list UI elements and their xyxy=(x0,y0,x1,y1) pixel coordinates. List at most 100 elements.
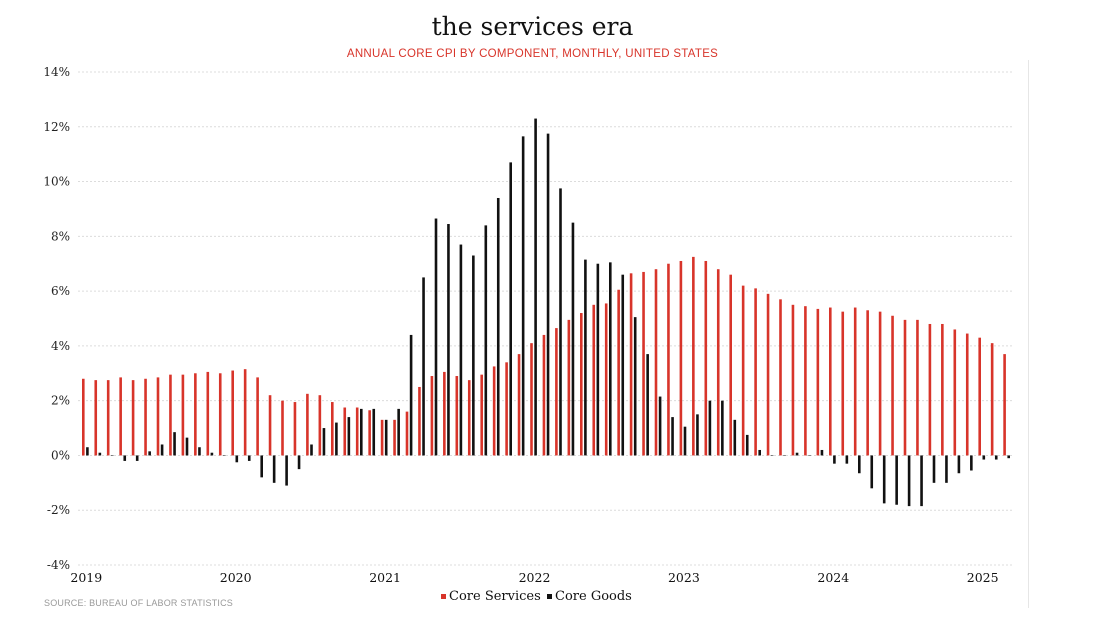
core-goods-bar xyxy=(372,408,376,456)
core-goods-bar xyxy=(683,426,687,456)
core-services-bar xyxy=(953,329,957,456)
core-services-bar xyxy=(206,371,210,456)
core-goods-bar xyxy=(920,455,923,507)
core-services-bar xyxy=(156,377,160,456)
core-goods-bar xyxy=(310,444,313,456)
y-tick-label: 12% xyxy=(43,120,70,134)
core-goods-bar xyxy=(335,422,338,456)
core-goods-bar xyxy=(422,277,425,456)
core-goods-bar xyxy=(409,334,413,456)
core-services-bar xyxy=(916,319,919,456)
core-goods-bar xyxy=(534,118,537,456)
core-goods-bar xyxy=(347,417,351,456)
core-goods-bar xyxy=(247,455,251,461)
core-services-bar xyxy=(654,269,658,456)
x-axis-tick-labels: 2019 2020 2021 2022 2023 2024 2025 xyxy=(70,570,998,585)
core-services-bar xyxy=(343,407,347,456)
core-services-bar xyxy=(878,311,882,456)
core-services-bar xyxy=(144,378,147,456)
core-goods-bar xyxy=(235,455,239,463)
core-goods-bar xyxy=(173,432,176,456)
right-border-line xyxy=(1028,60,1029,608)
core-services-bar xyxy=(218,373,222,456)
core-services-bar xyxy=(443,371,446,456)
core-services-bar xyxy=(1003,354,1006,456)
y-tick-label: 4% xyxy=(51,339,70,353)
core-goods-bar xyxy=(223,455,226,456)
core-services-bar xyxy=(567,319,571,456)
core-goods-bar xyxy=(459,244,463,456)
core-services-bar xyxy=(355,407,359,456)
core-services-bar xyxy=(604,303,608,456)
core-goods-bar xyxy=(322,428,326,456)
core-goods-bar xyxy=(160,444,164,456)
legend: Core Services Core Goods xyxy=(441,589,632,604)
core-goods-bar xyxy=(957,455,961,474)
core-goods-bar xyxy=(98,452,102,456)
core-goods-bar xyxy=(758,449,761,456)
core-services-bar xyxy=(405,411,409,456)
x-tick-label: 2020 xyxy=(220,570,252,585)
core-goods-bar xyxy=(135,455,139,461)
core-goods-bar xyxy=(708,400,712,456)
core-services-bar xyxy=(965,333,969,456)
core-goods-bar xyxy=(111,455,114,456)
core-services-bar xyxy=(430,376,434,456)
core-services-bar xyxy=(517,354,521,456)
core-services-bar xyxy=(617,289,620,456)
y-tick-label: 8% xyxy=(51,229,70,243)
core-goods-bar xyxy=(521,136,525,456)
core-goods-bar xyxy=(198,447,201,456)
core-services-bar xyxy=(243,369,247,456)
core-services-bar xyxy=(194,373,197,456)
core-goods-bar xyxy=(833,455,836,464)
core-goods-bar xyxy=(384,419,388,456)
core-services-bar xyxy=(106,380,110,456)
core-services-bar xyxy=(928,323,932,456)
core-goods-bar xyxy=(609,262,612,456)
core-goods-bar xyxy=(210,452,214,456)
legend-label: Core Services xyxy=(449,589,541,604)
core-services-bar xyxy=(306,393,309,456)
core-goods-bar xyxy=(658,396,662,456)
core-goods-bar xyxy=(795,452,799,456)
core-goods-bar xyxy=(733,419,737,456)
core-services-bar xyxy=(256,377,259,456)
y-tick-label: -4% xyxy=(47,558,70,572)
core-goods-bar xyxy=(808,455,811,456)
core-goods-bar xyxy=(397,408,400,456)
core-services-bar xyxy=(804,306,807,456)
core-services-bar xyxy=(853,307,857,456)
x-tick-label: 2024 xyxy=(817,570,849,585)
y-tick-label: 10% xyxy=(43,175,70,189)
core-services-bar xyxy=(555,328,558,456)
y-tick-label: 6% xyxy=(51,284,70,298)
core-goods-bar xyxy=(596,263,600,456)
core-services-bar xyxy=(380,419,384,456)
core-goods-bar xyxy=(123,455,127,461)
legend-label: Core Goods xyxy=(555,589,632,604)
core-services-bar xyxy=(318,395,322,456)
core-services-bar xyxy=(741,285,745,456)
core-services-bar xyxy=(119,377,122,456)
core-goods-bar xyxy=(285,455,288,486)
source-note: SOURCE: BUREAU OF LABOR STATISTICS xyxy=(44,598,233,608)
core-goods-bar xyxy=(297,455,301,470)
y-tick-label: 2% xyxy=(51,394,70,408)
core-goods-bar xyxy=(559,188,562,456)
core-goods-bar xyxy=(621,274,625,456)
core-services-bar xyxy=(766,293,770,456)
core-goods-bar xyxy=(745,434,749,456)
core-services-bar xyxy=(331,402,334,456)
core-services-bar xyxy=(891,315,894,456)
core-goods-bar xyxy=(982,455,986,460)
core-goods-bar xyxy=(882,455,886,504)
y-axis-tick-labels: 14% 12% 10% 8% 6% 4% 2% 0% -2% -4% xyxy=(43,65,70,572)
core-services-bar xyxy=(505,362,508,456)
core-services-bar xyxy=(418,386,421,456)
core-services-bar xyxy=(754,288,757,456)
core-goods-bar xyxy=(484,225,488,456)
core-goods-bar xyxy=(646,354,649,456)
